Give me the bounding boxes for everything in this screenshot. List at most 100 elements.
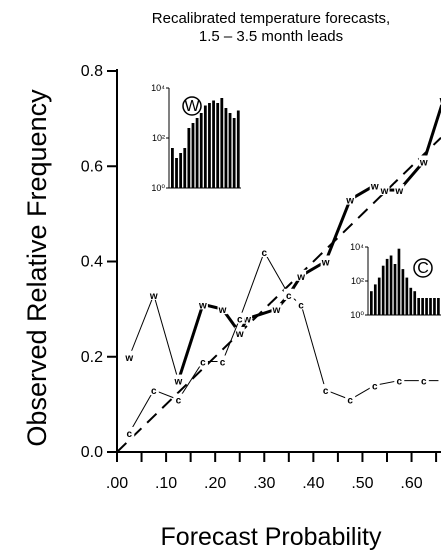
inset-bar (195, 118, 199, 188)
series-w-marker-bg (296, 269, 307, 281)
inset-bar (417, 298, 421, 315)
series-c-marker-bg (173, 393, 184, 405)
inset-bar (370, 291, 373, 315)
series-w-segment (422, 102, 441, 162)
series-w-marker: w (242, 315, 251, 326)
series-c-marker-bg (283, 288, 294, 300)
inset-bar (425, 298, 428, 315)
inset-bar (405, 277, 409, 315)
series-c-marker: c (220, 358, 226, 369)
series-w-marker-bg (197, 298, 208, 310)
inset-bar (389, 255, 393, 315)
series-w-marker: w (380, 186, 389, 197)
series-c-segment (222, 318, 241, 362)
x-tick-label: .00 (106, 475, 128, 492)
inset-bar (171, 148, 174, 188)
series-c-marker: c (372, 381, 378, 392)
series-w-marker: w (370, 181, 379, 192)
series-w-marker-bg (173, 374, 184, 386)
inset-y-tick-label: 10² (152, 133, 165, 143)
inset-bar (393, 264, 397, 315)
inset-label-circle (182, 96, 202, 116)
series-c-marker: c (298, 300, 304, 311)
inset-bar (187, 128, 191, 188)
y-axis-label: Observed Relative Frequency (22, 89, 52, 447)
x-axis-label: Forecast Probability (161, 523, 382, 551)
inset-y-tick-label: 10⁴ (350, 242, 364, 252)
series-c-marker-bg (234, 312, 245, 324)
inset-bar (409, 287, 413, 315)
series-c-marker: c (347, 396, 353, 407)
series-w-marker: w (198, 300, 207, 311)
inset-bar (397, 248, 401, 315)
x-tick-label: .60 (400, 475, 422, 492)
y-tick-label: 0.8 (81, 63, 103, 80)
inset-bar (437, 298, 440, 315)
inset-bar (199, 113, 203, 188)
series-c-marker-bg (259, 245, 270, 257)
series-c-marker-bg (320, 384, 331, 396)
inset-bar (385, 258, 389, 315)
inset-bar (377, 277, 381, 315)
inset-bar (220, 98, 224, 188)
series-w-marker-bg (369, 179, 380, 191)
series-c-marker: c (237, 315, 243, 326)
series-w-marker-bg (234, 326, 245, 338)
inset-bar (401, 269, 405, 315)
series-w-marker-bg (418, 155, 429, 167)
series-w-marker: w (394, 186, 403, 197)
series-w-marker: w (149, 291, 158, 302)
inset-y-tick-label: 10⁰ (151, 183, 165, 193)
series-w-marker: w (124, 353, 133, 364)
inset-bar (183, 148, 187, 188)
series-w-segment (128, 294, 155, 357)
inset-label: W (184, 98, 200, 115)
series-w-marker-bg (271, 303, 282, 315)
series-c-marker-bg (148, 384, 159, 396)
plot-area: wwwwwwwwwwwwwwwwwccccccccccccccc (116, 93, 441, 453)
y-tick-label: 0.6 (81, 158, 103, 175)
series-c-marker: c (286, 291, 292, 302)
inset-bar (208, 103, 211, 188)
series-w-marker: w (235, 329, 244, 340)
series-c-marker: c (176, 396, 182, 407)
inset-bar (175, 158, 178, 188)
series-c-marker-bg (197, 355, 208, 367)
series-w-marker-bg (217, 303, 228, 315)
series-w-marker-bg (345, 193, 356, 205)
series-w-marker-bg (124, 350, 135, 362)
y-tick-label: 0.4 (81, 254, 103, 271)
series-c-segment (300, 304, 327, 391)
inset-bar (413, 291, 417, 315)
inset-bar (381, 265, 385, 315)
series-w-segment (153, 294, 179, 381)
series-w-marker: w (321, 258, 330, 269)
series-w-marker: w (218, 305, 227, 316)
x-tick-label: .30 (253, 475, 275, 492)
inset-bar (236, 110, 240, 188)
inset-bar (232, 118, 236, 188)
inset-bar (179, 153, 183, 188)
inset-bar (224, 108, 228, 188)
series-w-marker: w (345, 196, 354, 207)
series-c-marker-bg (369, 379, 380, 391)
series-c-segment (263, 251, 290, 296)
series-c-marker-bg (418, 374, 429, 386)
series-c-marker-bg (217, 355, 228, 367)
series-c-marker-bg (345, 393, 356, 405)
y-tick-label: 0.2 (81, 349, 103, 366)
inset-c: 10⁴ 10² 10⁰ C (338, 241, 441, 321)
series-w-marker-bg (242, 312, 253, 324)
inset-bar (216, 103, 220, 188)
series-w-marker-bg (379, 184, 390, 196)
x-tick-label: .50 (351, 475, 373, 492)
x-tick-label: .20 (204, 475, 226, 492)
series-w-marker-bg (438, 93, 441, 105)
inset-y-tick-label: 10⁴ (151, 83, 165, 93)
inset-bar (433, 298, 436, 315)
series-c-marker-bg (296, 298, 307, 310)
x-tick-label: .40 (302, 475, 324, 492)
series-w-marker: w (296, 272, 305, 283)
inset-w: 10⁴ 10² 10⁰ W (139, 82, 243, 194)
